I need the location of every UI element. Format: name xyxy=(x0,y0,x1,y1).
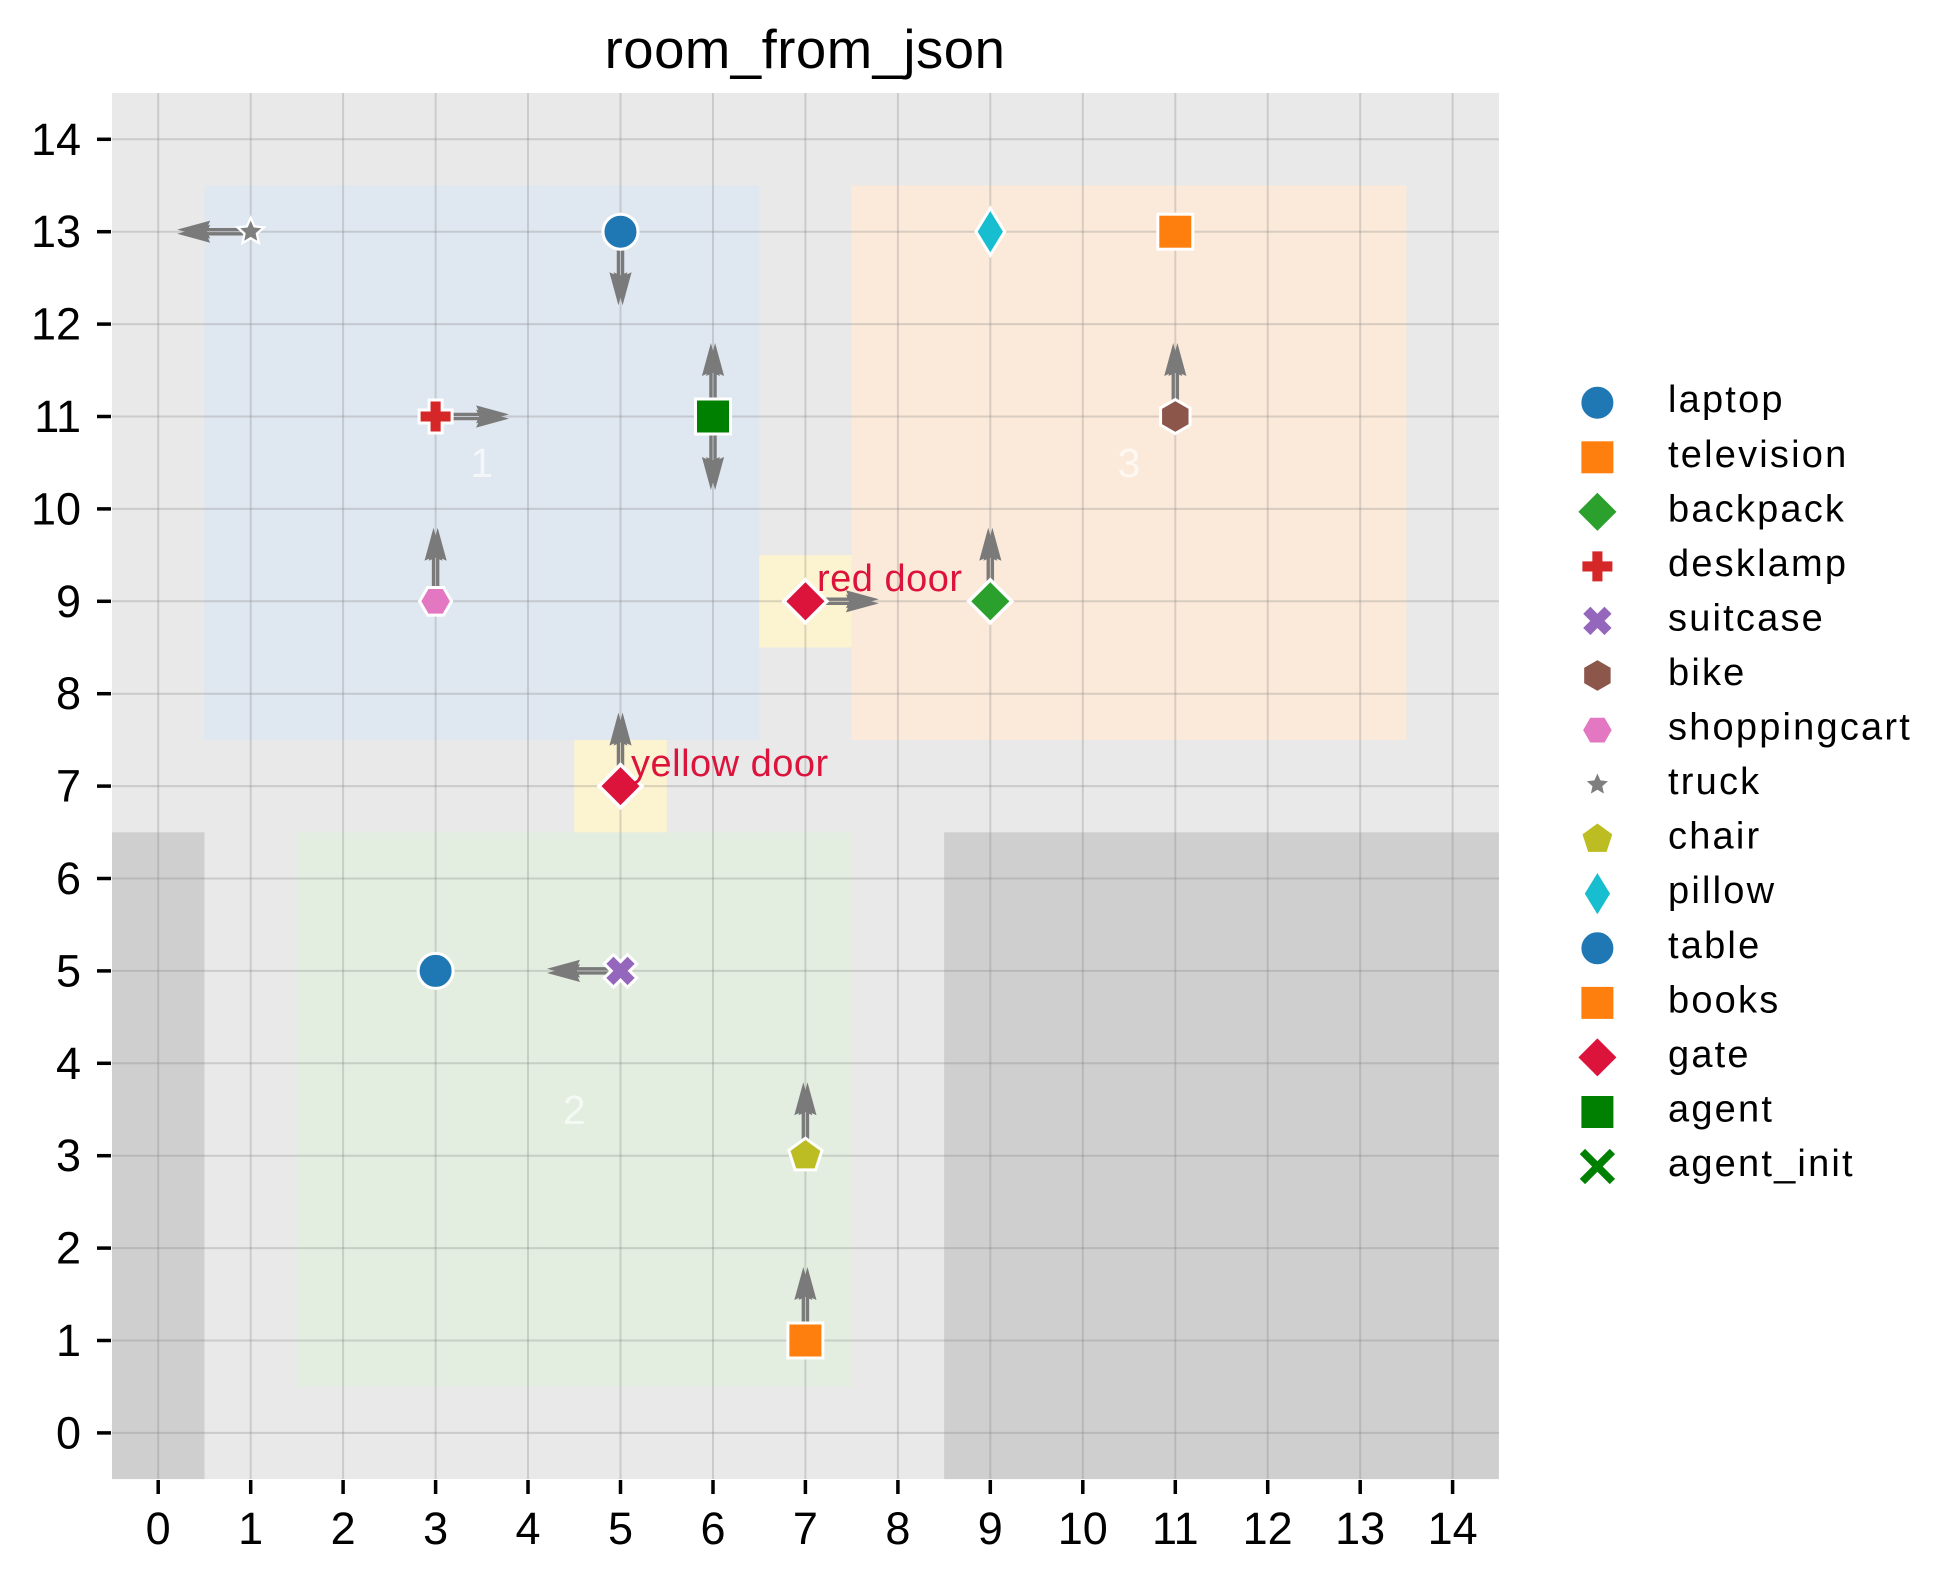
svg-text:1: 1 xyxy=(238,1503,263,1554)
svg-text:10: 10 xyxy=(1058,1503,1108,1554)
svg-text:1: 1 xyxy=(56,1315,81,1366)
svg-text:12: 12 xyxy=(1243,1503,1293,1554)
svg-text:0: 0 xyxy=(56,1407,81,1458)
svg-text:14: 14 xyxy=(1428,1503,1478,1554)
svg-text:1: 1 xyxy=(470,440,493,486)
svg-text:11: 11 xyxy=(1152,1503,1199,1554)
svg-text:11: 11 xyxy=(34,391,81,442)
svg-text:5: 5 xyxy=(56,945,81,996)
svg-text:9: 9 xyxy=(978,1503,1003,1554)
svg-text:agent_init: agent_init xyxy=(1668,1143,1855,1185)
svg-text:books: books xyxy=(1668,979,1780,1021)
svg-text:6: 6 xyxy=(56,853,81,904)
svg-text:backpack: backpack xyxy=(1668,488,1846,530)
svg-text:3: 3 xyxy=(1118,440,1141,486)
svg-text:12: 12 xyxy=(31,299,81,350)
svg-text:7: 7 xyxy=(793,1503,818,1554)
svg-text:13: 13 xyxy=(1335,1503,1385,1554)
svg-text:suitcase: suitcase xyxy=(1668,597,1825,639)
svg-text:6: 6 xyxy=(700,1503,725,1554)
svg-text:2: 2 xyxy=(56,1223,81,1274)
svg-text:television: television xyxy=(1668,434,1848,476)
svg-text:13: 13 xyxy=(31,206,81,257)
svg-text:3: 3 xyxy=(56,1130,81,1181)
svg-text:truck: truck xyxy=(1668,761,1761,803)
svg-text:room_from_json: room_from_json xyxy=(605,19,1006,80)
svg-text:4: 4 xyxy=(56,1038,81,1089)
svg-text:table: table xyxy=(1668,925,1761,967)
svg-text:chair: chair xyxy=(1668,816,1761,858)
svg-text:2: 2 xyxy=(331,1503,356,1554)
svg-text:laptop: laptop xyxy=(1668,379,1785,421)
svg-text:5: 5 xyxy=(608,1503,633,1554)
svg-text:agent: agent xyxy=(1668,1089,1774,1131)
svg-text:14: 14 xyxy=(31,114,81,165)
svg-text:4: 4 xyxy=(515,1503,540,1554)
svg-text:3: 3 xyxy=(423,1503,448,1554)
svg-text:10: 10 xyxy=(31,483,81,534)
svg-text:7: 7 xyxy=(56,761,81,812)
svg-text:8: 8 xyxy=(56,668,81,719)
svg-text:bike: bike xyxy=(1668,652,1747,694)
svg-text:shoppingcart: shoppingcart xyxy=(1668,707,1912,749)
svg-text:pillow: pillow xyxy=(1668,870,1776,912)
svg-text:0: 0 xyxy=(146,1503,171,1554)
svg-text:9: 9 xyxy=(56,576,81,627)
svg-text:yellow door: yellow door xyxy=(631,743,829,785)
svg-text:8: 8 xyxy=(885,1503,910,1554)
svg-text:red door: red door xyxy=(817,558,963,600)
svg-text:2: 2 xyxy=(563,1087,586,1133)
svg-text:gate: gate xyxy=(1668,1034,1751,1076)
svg-text:desklamp: desklamp xyxy=(1668,543,1848,585)
